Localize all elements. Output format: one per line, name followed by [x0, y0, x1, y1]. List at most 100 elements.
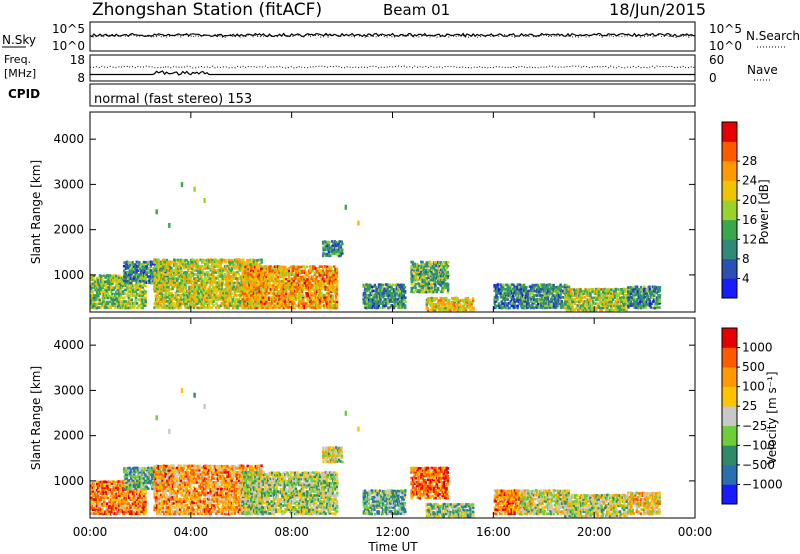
power-echo-cell — [564, 298, 567, 301]
power-echo-cell — [167, 288, 170, 291]
power-echo-cell — [548, 304, 551, 307]
power-echo-cell — [138, 261, 141, 264]
power-echo-cell — [153, 279, 156, 283]
power-echo-cell — [283, 286, 287, 289]
power-echo-cell — [548, 283, 551, 286]
power-echo-cell — [423, 265, 426, 268]
power-echo-cell — [321, 271, 325, 275]
power-echo-cell — [148, 275, 151, 278]
power-echo-cell — [339, 250, 342, 254]
power-echo-cell — [420, 270, 423, 274]
power-echo-cell — [428, 273, 431, 276]
power-echo-cell — [414, 286, 417, 290]
power-echo-cell — [434, 285, 437, 288]
power-echo-cell — [297, 306, 301, 309]
power-echo-cell — [592, 302, 595, 305]
power-echo-cell — [248, 285, 251, 289]
power-echo-cell — [202, 288, 205, 291]
power-echo-cell — [445, 296, 448, 300]
power-echo-cell — [328, 277, 331, 281]
power-echo-cell — [134, 263, 137, 266]
power-echo-cell — [90, 304, 93, 307]
power-echo-cell — [421, 274, 424, 278]
power-echo-cell — [597, 306, 601, 310]
power-echo-cell — [118, 306, 121, 309]
power-echo-cell — [292, 302, 295, 306]
power-echo-cell — [157, 281, 160, 285]
power-echo-cell — [289, 306, 292, 309]
power-echo-cell — [565, 289, 568, 293]
power-echo-cell — [430, 266, 433, 270]
power-echo-cell — [196, 289, 200, 293]
power-echo-cell — [234, 289, 238, 293]
power-echo-cell — [600, 293, 603, 297]
power-echo-cell — [442, 273, 446, 276]
power-echo-cell — [156, 262, 159, 266]
power-echo-cell — [335, 267, 339, 271]
power-echo-cell — [429, 303, 432, 306]
power-echo-cell — [335, 240, 338, 244]
power-echo-cell — [98, 298, 101, 302]
power-echo-cell — [575, 290, 578, 294]
power-echo-cell — [255, 292, 259, 295]
power-echo-cell — [549, 288, 552, 291]
power-echo-cell — [285, 274, 288, 277]
power-echo-cell — [261, 306, 264, 309]
power-echo-cell — [387, 300, 390, 303]
power-echo-cell — [92, 274, 96, 278]
power-echo-cell — [446, 308, 449, 312]
power-echo-cell — [137, 275, 140, 279]
power-echo-cell — [183, 267, 186, 270]
power-echo-cell — [188, 298, 191, 301]
power-echo-cell — [527, 300, 530, 303]
power-echo-cell — [588, 306, 591, 309]
power-echo-cell — [265, 304, 268, 308]
power-echo-cell — [431, 302, 434, 306]
power-echo-cell — [163, 258, 166, 262]
power-echo-cell — [233, 262, 236, 266]
power-echo-cell — [395, 289, 398, 293]
power-echo-cell — [535, 291, 539, 295]
power-echo-cell — [326, 252, 329, 256]
power-echo-cell — [131, 269, 134, 272]
power-echo-cell — [438, 269, 441, 272]
power-echo-cell — [311, 275, 315, 279]
power-echo-cell — [220, 287, 224, 291]
power-echo-cell — [226, 281, 229, 285]
power-echo-cell — [107, 302, 110, 306]
power-echo-cell — [102, 296, 105, 299]
power-echo-cell — [188, 281, 191, 285]
power-echo-cell — [303, 271, 306, 275]
power-echo-cell — [168, 271, 172, 275]
power-echo-cell — [216, 295, 220, 299]
power-echo-cell — [199, 277, 203, 280]
power-echo-cell — [209, 281, 212, 285]
power-echo-cell — [431, 301, 434, 304]
power-echo-cell — [296, 277, 299, 281]
power-echo-cell — [402, 287, 405, 290]
power-echo-cell — [115, 274, 118, 278]
power-echo-cell — [597, 291, 600, 295]
power-echo-cell — [202, 302, 205, 305]
power-echo-cell — [277, 302, 280, 305]
power-echo-cell — [144, 302, 147, 305]
power-echo-cell — [587, 292, 591, 295]
power-echo-cell — [142, 277, 146, 281]
power-echo-cell — [212, 267, 215, 270]
power-echo-cell — [136, 284, 139, 288]
power-echo-cell — [108, 274, 111, 277]
power-echo-cell — [470, 305, 473, 308]
power-echo-cell — [285, 290, 288, 293]
power-echo-cell — [251, 278, 254, 281]
power-echo-cell — [313, 294, 316, 297]
power-echo-cell — [180, 269, 183, 272]
power-echo-cell — [141, 294, 144, 297]
power-echo-cell — [243, 300, 246, 303]
power-echo-cell — [308, 271, 312, 274]
power-echo-cell — [276, 265, 280, 268]
power-echo-cell — [303, 267, 307, 271]
power-echo-cell — [497, 302, 501, 305]
power-echo-cell — [528, 285, 532, 288]
power-echo-cell — [442, 303, 446, 306]
power-echo-cell — [304, 274, 308, 277]
